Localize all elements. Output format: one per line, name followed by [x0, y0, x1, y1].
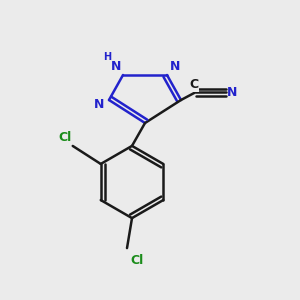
Text: Cl: Cl: [58, 131, 71, 144]
Text: N: N: [111, 61, 121, 74]
Text: N: N: [227, 85, 237, 98]
Text: H: H: [103, 52, 111, 62]
Text: N: N: [94, 98, 104, 110]
Text: N: N: [170, 61, 180, 74]
Text: C: C: [189, 79, 199, 92]
Text: Cl: Cl: [130, 254, 144, 267]
